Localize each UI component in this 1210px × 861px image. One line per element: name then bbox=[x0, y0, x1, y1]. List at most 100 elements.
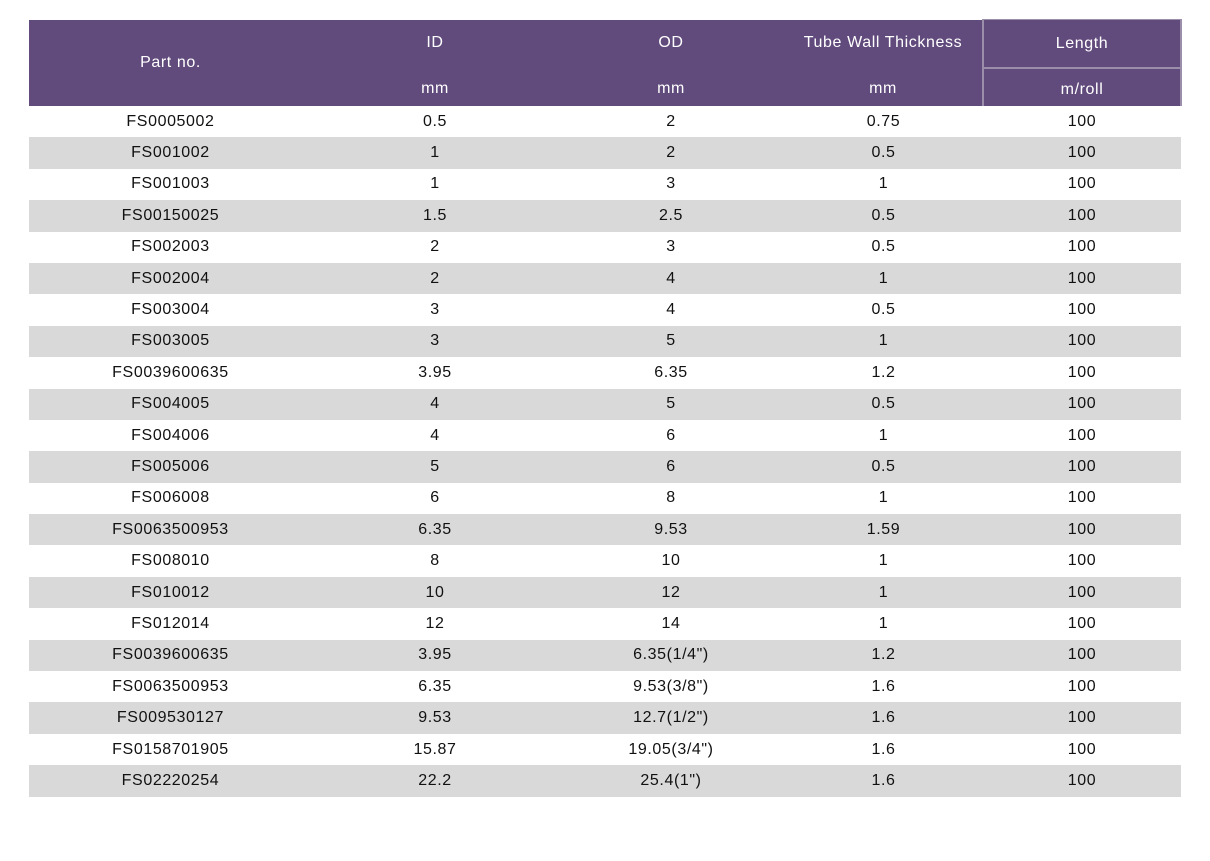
cell-wall: 1 bbox=[784, 576, 983, 609]
cell-wall: 0.5 bbox=[784, 451, 983, 483]
cell-od: 2.5 bbox=[558, 200, 784, 232]
cell-part-no: FS0063500953 bbox=[29, 514, 312, 546]
table-row: FS0063500953 6.35 9.53 1.59 100 bbox=[29, 514, 1181, 546]
cell-id: 2 bbox=[312, 231, 558, 263]
cell-od: 6 bbox=[558, 419, 784, 452]
cell-length: 100 bbox=[983, 388, 1181, 420]
table-row: FS004006 4 6 1 100 bbox=[29, 419, 1181, 452]
cell-wall: 0.5 bbox=[784, 231, 983, 263]
table-header: Part no. ID OD Tube Wall Thickness Lengt… bbox=[29, 19, 1182, 106]
cell-length: 100 bbox=[983, 325, 1181, 358]
header-od: OD bbox=[558, 19, 784, 68]
table-row: FS009530127 9.53 12.7(1/2") 1.6 100 bbox=[29, 702, 1181, 734]
cell-id: 4 bbox=[312, 388, 558, 420]
cell-length: 100 bbox=[983, 231, 1181, 263]
cell-id: 5 bbox=[312, 451, 558, 483]
table-row: FS010012 10 12 1 100 bbox=[29, 576, 1181, 609]
cell-od: 4 bbox=[558, 262, 784, 295]
cell-length: 100 bbox=[983, 733, 1181, 766]
cell-length: 100 bbox=[983, 639, 1181, 672]
table-row: FS0039600635 3.95 6.35 1.2 100 bbox=[29, 357, 1181, 389]
header-wall-thickness: Tube Wall Thickness bbox=[784, 19, 983, 68]
cell-length: 100 bbox=[983, 608, 1181, 640]
header-length: Length bbox=[982, 19, 1182, 69]
cell-part-no: FS00150025 bbox=[29, 200, 312, 232]
cell-part-no: FS003005 bbox=[29, 325, 312, 358]
cell-id: 12 bbox=[312, 608, 558, 640]
cell-length: 100 bbox=[983, 137, 1181, 169]
cell-part-no: FS001002 bbox=[29, 137, 312, 169]
cell-od: 10 bbox=[558, 545, 784, 577]
cell-wall: 1.6 bbox=[784, 733, 983, 766]
cell-od: 5 bbox=[558, 388, 784, 420]
cell-length: 100 bbox=[983, 294, 1181, 326]
cell-id: 6.35 bbox=[312, 514, 558, 546]
cell-part-no: FS0039600635 bbox=[29, 639, 312, 672]
table-row: FS004005 4 5 0.5 100 bbox=[29, 388, 1181, 420]
table-row: FS0039600635 3.95 6.35(1/4") 1.2 100 bbox=[29, 639, 1181, 672]
cell-od: 9.53 bbox=[558, 514, 784, 546]
table-row: FS012014 12 14 1 100 bbox=[29, 608, 1181, 640]
table-row: FS02220254 22.2 25.4(1") 1.6 100 bbox=[29, 765, 1181, 797]
cell-part-no: FS006008 bbox=[29, 482, 312, 515]
cell-id: 1.5 bbox=[312, 200, 558, 232]
cell-id: 3.95 bbox=[312, 357, 558, 389]
cell-part-no: FS0063500953 bbox=[29, 671, 312, 703]
cell-wall: 1 bbox=[784, 545, 983, 577]
cell-wall: 1.6 bbox=[784, 702, 983, 734]
cell-id: 10 bbox=[312, 576, 558, 609]
cell-part-no: FS009530127 bbox=[29, 702, 312, 734]
cell-id: 3 bbox=[312, 325, 558, 358]
cell-length: 100 bbox=[983, 451, 1181, 483]
cell-od: 14 bbox=[558, 608, 784, 640]
header-id-unit: mm bbox=[312, 68, 558, 106]
header-length-unit: m/roll bbox=[982, 68, 1182, 106]
cell-od: 3 bbox=[558, 168, 784, 201]
cell-part-no: FS004006 bbox=[29, 419, 312, 452]
cell-part-no: FS003004 bbox=[29, 294, 312, 326]
cell-od: 3 bbox=[558, 231, 784, 263]
cell-length: 100 bbox=[983, 168, 1181, 201]
cell-wall: 0.75 bbox=[784, 106, 983, 138]
cell-id: 22.2 bbox=[312, 765, 558, 797]
table-row: FS001002 1 2 0.5 100 bbox=[29, 137, 1181, 169]
cell-id: 8 bbox=[312, 545, 558, 577]
cell-id: 6.35 bbox=[312, 671, 558, 703]
cell-wall: 0.5 bbox=[784, 200, 983, 232]
cell-length: 100 bbox=[983, 106, 1181, 138]
cell-wall: 1.2 bbox=[784, 357, 983, 389]
table-row: FS0063500953 6.35 9.53(3/8") 1.6 100 bbox=[29, 671, 1181, 703]
table-row: FS008010 8 10 1 100 bbox=[29, 545, 1181, 577]
cell-wall: 1 bbox=[784, 168, 983, 201]
cell-id: 4 bbox=[312, 419, 558, 452]
cell-length: 100 bbox=[983, 482, 1181, 515]
cell-id: 0.5 bbox=[312, 106, 558, 138]
table-body: FS0005002 0.5 2 0.75 100 FS001002 1 2 0.… bbox=[29, 106, 1181, 797]
cell-part-no: FS0005002 bbox=[29, 106, 312, 138]
cell-wall: 0.5 bbox=[784, 294, 983, 326]
table-row: FS00150025 1.5 2.5 0.5 100 bbox=[29, 200, 1181, 232]
cell-part-no: FS001003 bbox=[29, 168, 312, 201]
tube-spec-table: Part no. ID OD Tube Wall Thickness Lengt… bbox=[29, 19, 1182, 797]
cell-od: 19.05(3/4") bbox=[558, 733, 784, 766]
cell-part-no: FS0158701905 bbox=[29, 733, 312, 766]
table-row: FS003005 3 5 1 100 bbox=[29, 325, 1181, 358]
cell-od: 9.53(3/8") bbox=[558, 671, 784, 703]
table-row: FS0158701905 15.87 19.05(3/4") 1.6 100 bbox=[29, 733, 1181, 766]
table-row: FS005006 5 6 0.5 100 bbox=[29, 451, 1181, 483]
cell-od: 6.35(1/4") bbox=[558, 639, 784, 672]
table-row: FS002003 2 3 0.5 100 bbox=[29, 231, 1181, 263]
cell-length: 100 bbox=[983, 514, 1181, 546]
cell-part-no: FS0039600635 bbox=[29, 357, 312, 389]
cell-length: 100 bbox=[983, 262, 1181, 295]
cell-od: 25.4(1") bbox=[558, 765, 784, 797]
cell-length: 100 bbox=[983, 419, 1181, 452]
table-row: FS003004 3 4 0.5 100 bbox=[29, 294, 1181, 326]
cell-part-no: FS005006 bbox=[29, 451, 312, 483]
cell-id: 6 bbox=[312, 482, 558, 515]
cell-id: 2 bbox=[312, 262, 558, 295]
header-part-no: Part no. bbox=[29, 19, 312, 106]
cell-wall: 1.6 bbox=[784, 765, 983, 797]
cell-od: 12.7(1/2") bbox=[558, 702, 784, 734]
cell-wall: 1.59 bbox=[784, 514, 983, 546]
